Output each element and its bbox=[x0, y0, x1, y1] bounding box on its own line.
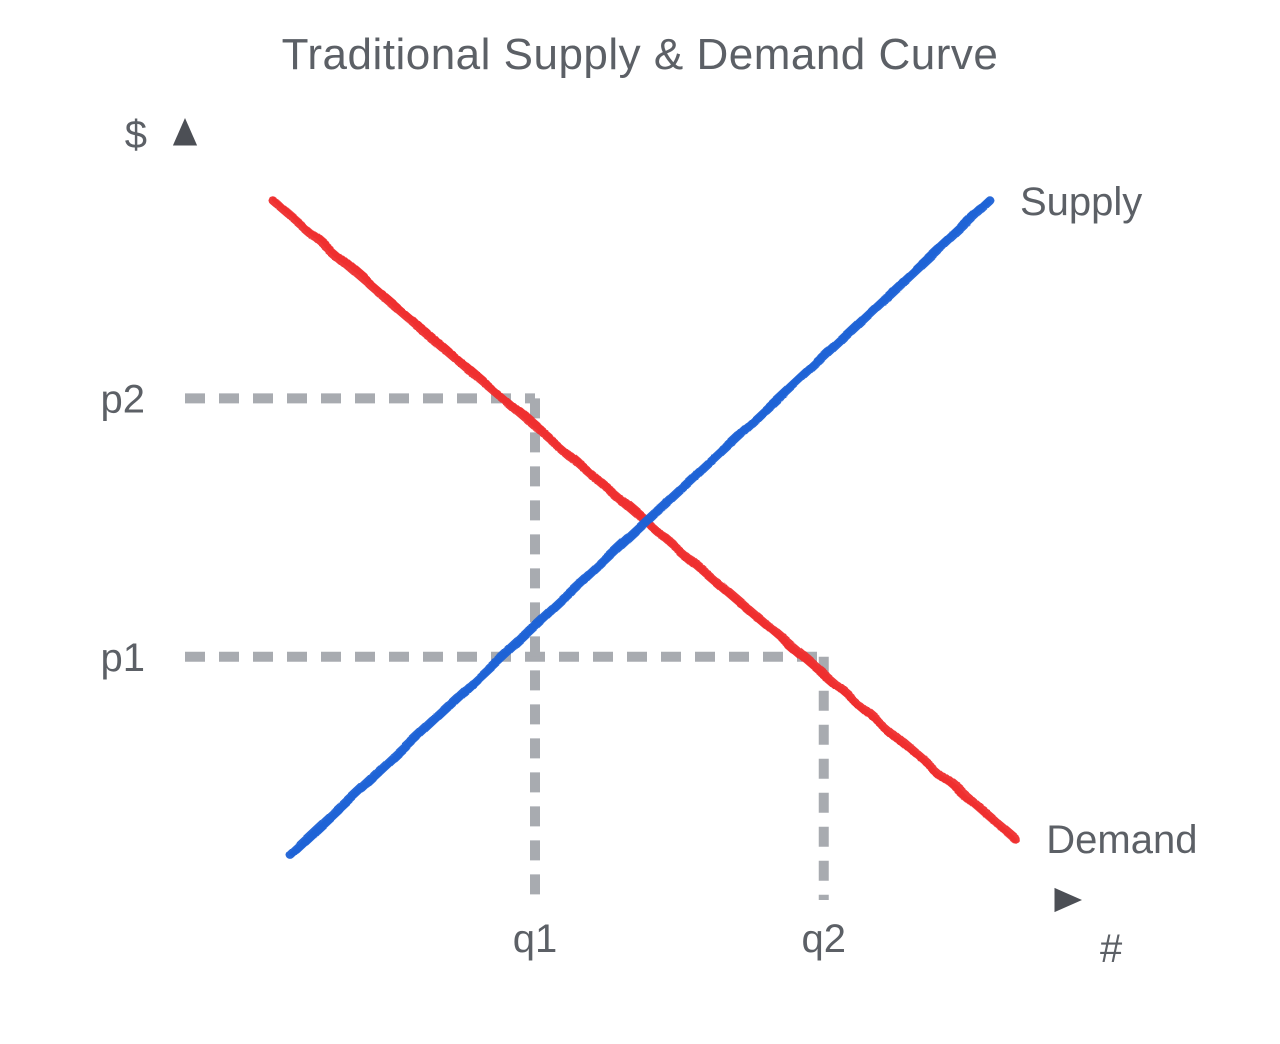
chart: $ # p1 p2 q1 q2 Supply Demand bbox=[0, 0, 1280, 1044]
x-axis-arrow-icon bbox=[1055, 888, 1083, 912]
p1-label: p1 bbox=[101, 636, 146, 680]
y-axis-label: $ bbox=[125, 113, 147, 157]
labels: $ # p1 p2 q1 q2 Supply Demand bbox=[101, 113, 1198, 971]
x-axis-label: # bbox=[1100, 927, 1123, 971]
demand-label: Demand bbox=[1046, 818, 1197, 862]
q2-label: q2 bbox=[802, 917, 847, 961]
y-axis-arrow-icon bbox=[173, 118, 197, 146]
supply-label: Supply bbox=[1020, 180, 1142, 224]
supply-line-overlay bbox=[292, 202, 988, 854]
q1-label: q1 bbox=[513, 917, 558, 961]
series-lines bbox=[273, 200, 1017, 855]
p2-label: p2 bbox=[101, 377, 146, 421]
